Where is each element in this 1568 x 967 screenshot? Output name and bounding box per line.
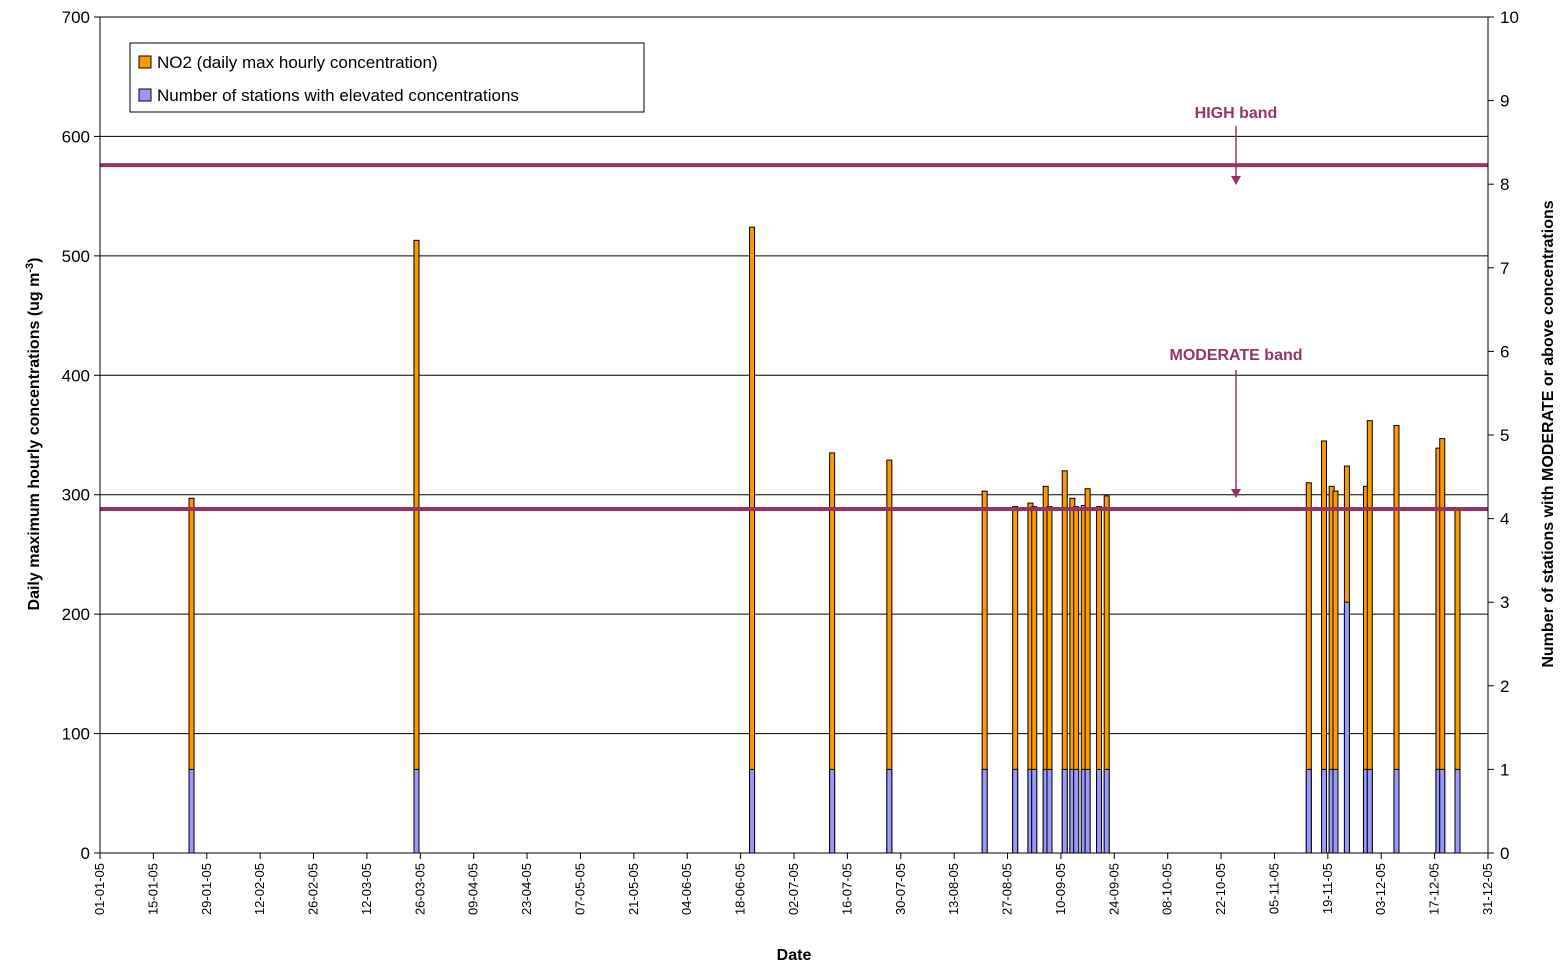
station-count-bar [886, 768, 893, 854]
x-tick-label: 04-06-05 [679, 863, 694, 915]
station-count-bar [1332, 768, 1339, 854]
station-count-bar [1393, 768, 1400, 854]
high-band-arrow-head [1231, 176, 1241, 185]
x-tick-label: 02-07-05 [786, 863, 801, 915]
y2-tick-label: 7 [1500, 259, 1509, 278]
station-count-bar [829, 768, 836, 854]
station-count-bar [188, 768, 195, 854]
y2-tick-label: 0 [1500, 844, 1509, 863]
x-tick-label: 18-06-05 [733, 863, 748, 915]
high-band-label: HIGH band [1195, 105, 1278, 122]
station-count-bar [1439, 768, 1446, 854]
y-tick-label: 0 [81, 844, 90, 863]
x-axis-title: Date [777, 947, 812, 964]
x-tick-label: 07-05-05 [572, 863, 587, 915]
station-count-bar [1061, 768, 1068, 854]
y-tick-label: 300 [62, 486, 90, 505]
no2-bar [413, 239, 420, 854]
x-tick-label: 24-09-05 [1106, 863, 1121, 915]
y-axis-title-main: Daily maximum hourly concentrations (ug … [26, 273, 43, 611]
y2-tick-label: 4 [1500, 510, 1509, 529]
station-count-bar [1454, 768, 1461, 854]
x-tick-label: 17-12-05 [1427, 863, 1442, 915]
x-tick-label: 12-03-05 [359, 863, 374, 915]
legend-swatch-no2 [138, 55, 152, 69]
y2-tick-label: 10 [1500, 8, 1519, 27]
threshold-bands [100, 163, 1488, 512]
legend-swatch-stations [138, 88, 152, 102]
y-axis-title-end: ) [26, 258, 43, 263]
legend-box [129, 42, 645, 113]
x-tick-label: 23-04-05 [519, 863, 534, 915]
y-tick-label: 400 [62, 366, 90, 385]
y-axis-ticks: 0 100 200 300 400 500 600 700 [62, 8, 100, 863]
station-count-bar [1084, 768, 1091, 854]
y2-axis-title: Number of stations with MODERATE or abov… [1540, 200, 1557, 667]
x-tick-label: 10-09-05 [1053, 863, 1068, 915]
x-tick-label: 16-07-05 [839, 863, 854, 915]
x-tick-label: 22-10-05 [1213, 863, 1228, 915]
legend-label-stations: Number of stations with elevated concent… [157, 86, 519, 105]
y2-axis-ticks: 0 1 2 3 4 5 6 7 8 9 10 [1488, 8, 1519, 863]
moderate-band-arrow-head [1231, 489, 1241, 498]
y2-tick-label: 8 [1500, 175, 1509, 194]
station-count-bar [1321, 768, 1328, 854]
x-tick-label: 13-08-05 [946, 863, 961, 915]
band-annotation-moderate: MODERATE band [1169, 347, 1303, 498]
moderate-band-label: MODERATE band [1169, 347, 1302, 364]
x-tick-label: 15-01-05 [145, 863, 160, 915]
y2-tick-label: 6 [1500, 342, 1509, 361]
legend-label-no2: NO2 (daily max hourly concentration) [157, 53, 438, 72]
station-count-bar [749, 768, 756, 854]
y2-tick-label: 1 [1500, 760, 1509, 779]
station-count-bar [1103, 768, 1110, 854]
axes [99, 17, 1489, 854]
x-tick-label: 03-12-05 [1373, 863, 1388, 915]
x-tick-label: 19-11-05 [1320, 863, 1335, 914]
x-tick-label: 05-11-05 [1266, 863, 1281, 914]
y-tick-label: 500 [62, 247, 90, 266]
gridlines [100, 16, 1488, 735]
no2-bar [749, 226, 756, 854]
y-axis-title-sup: -3 [24, 263, 36, 273]
station-count-bar [1366, 768, 1373, 854]
station-count-bar [1343, 601, 1350, 854]
station-count-bar [1305, 768, 1312, 854]
x-tick-label: 08-10-05 [1160, 863, 1175, 915]
y2-tick-label: 5 [1500, 426, 1509, 445]
station-count-bar [1031, 768, 1038, 854]
x-tick-label: 29-01-05 [199, 863, 214, 915]
station-count-bar [981, 768, 988, 854]
y2-tick-label: 2 [1500, 677, 1509, 696]
legend: NO2 (daily max hourly concentration) Num… [129, 42, 645, 113]
y-tick-label: 200 [62, 605, 90, 624]
x-tick-label: 12-02-05 [252, 863, 267, 915]
station-count-bar [1096, 768, 1103, 854]
band-annotation-high: HIGH band [1195, 105, 1278, 185]
x-tick-label: 26-02-05 [306, 863, 321, 915]
x-tick-label: 09-04-05 [466, 863, 481, 915]
y2-tick-label: 9 [1500, 92, 1509, 111]
x-tick-label: 21-05-05 [626, 863, 641, 915]
y2-tick-label: 3 [1500, 593, 1509, 612]
x-axis-ticks: 01-01-05 15-01-05 29-01-05 12-02-05 26-02-05… [92, 853, 1495, 915]
y-tick-label: 100 [62, 725, 90, 744]
station-count-bar [413, 768, 420, 854]
station-count-bar [1073, 768, 1080, 854]
y-tick-label: 700 [62, 8, 90, 27]
x-tick-label: 27-08-05 [1000, 863, 1015, 915]
x-tick-label: 01-01-05 [92, 863, 107, 915]
x-tick-label: 30-07-05 [893, 863, 908, 915]
x-tick-label: 26-03-05 [412, 863, 427, 915]
x-tick-label: 31-12-05 [1480, 863, 1495, 915]
y-axis-title: Daily maximum hourly concentrations (ug … [24, 258, 43, 611]
station-count-bar [1046, 768, 1053, 854]
station-count-bar [1012, 768, 1019, 854]
bars [188, 226, 1461, 854]
y-tick-label: 600 [62, 127, 90, 146]
